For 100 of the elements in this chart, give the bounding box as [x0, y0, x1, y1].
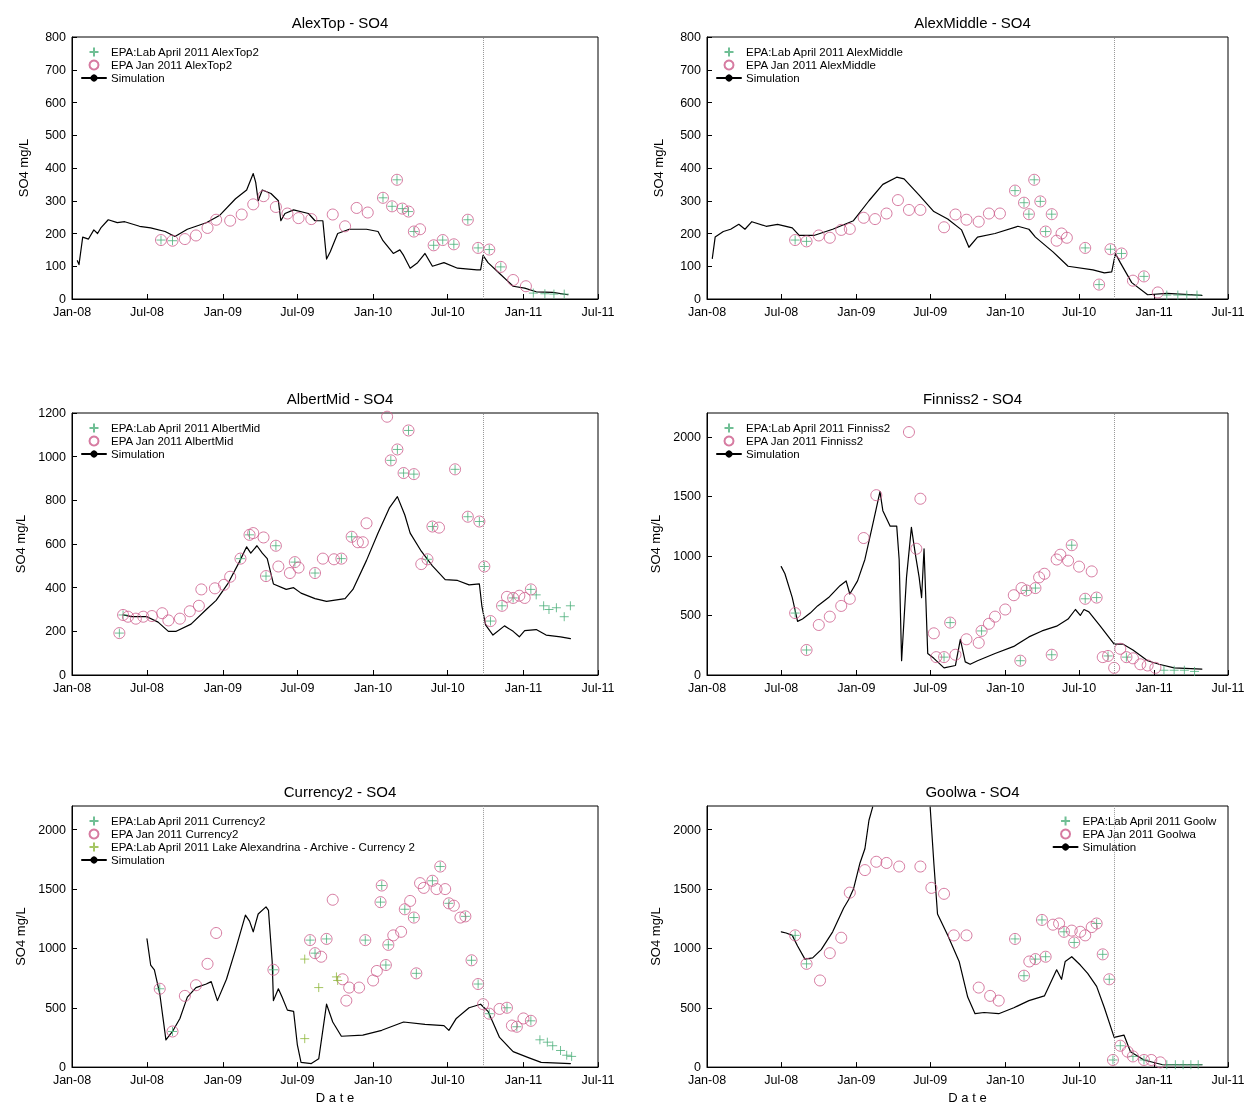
y-tick-label: 800 [680, 30, 702, 44]
point [960, 633, 973, 646]
point [315, 950, 328, 963]
point [1053, 917, 1066, 930]
legend-label: EPA:Lab April 2011 AlbertMid [111, 422, 261, 434]
x-tick-label: Jul-09 [913, 304, 948, 319]
y-tick-label: 600 [45, 537, 67, 551]
y-tick-label: 100 [45, 259, 67, 274]
x-tick-label: Jan-08 [52, 680, 92, 695]
y-tick-label: 1000 [673, 548, 702, 563]
x-tick-label: Jul-09 [913, 680, 948, 695]
point [1191, 290, 1202, 301]
x-tick-label: Jan-08 [52, 304, 92, 319]
y-tick-label: 1000 [38, 941, 67, 956]
point [1114, 642, 1127, 655]
y-tick-label: 1200 [38, 406, 67, 420]
point [938, 221, 951, 234]
legend-label: Simulation [111, 72, 165, 84]
point [340, 994, 353, 1007]
point [367, 974, 380, 987]
x-tick-label: Jan-10 [986, 680, 1025, 695]
y-tick-label: 0 [694, 1060, 702, 1075]
y-tick-label: 500 [45, 128, 67, 143]
point [1054, 548, 1067, 561]
point [404, 894, 417, 907]
x-tick-label: Jul-11 [1211, 304, 1245, 319]
y-tick-label: 700 [680, 62, 702, 77]
y-tick-label: 0 [694, 292, 702, 306]
point [1065, 924, 1078, 937]
point [1050, 553, 1063, 566]
point [1046, 918, 1059, 931]
x-tick-label: Jan-11 [1135, 304, 1173, 319]
chart-title: Currency2 - SO4 [283, 783, 397, 800]
legend-label: EPA Jan 2011 Goolwa [1082, 828, 1197, 840]
point [539, 288, 550, 299]
y-axis-title: SO4 mg/L [648, 514, 664, 574]
point [493, 1002, 506, 1015]
x-tick-label: Jan-10 [353, 1072, 393, 1087]
legend-label: Simulation [746, 448, 800, 460]
x-tick-label: Jan-09 [203, 1072, 242, 1087]
point [517, 1012, 530, 1025]
line-series [780, 491, 1203, 670]
x-tick-label: Jul-10 [1062, 304, 1097, 319]
point [477, 998, 490, 1011]
x-tick-label: Jul-10 [1062, 680, 1097, 695]
point [122, 610, 135, 623]
point [1161, 290, 1172, 301]
point [1074, 925, 1087, 938]
point [326, 893, 339, 906]
point [351, 536, 364, 549]
y-tick-label: 100 [680, 259, 702, 274]
point [395, 925, 408, 938]
x-tick-label: Jan-11 [1135, 1072, 1173, 1087]
point [1185, 1059, 1196, 1070]
point [858, 864, 871, 877]
point [269, 200, 282, 213]
y-tick-label: 600 [45, 95, 67, 110]
point [336, 973, 349, 986]
point [519, 280, 532, 293]
y-tick-label: 400 [45, 161, 67, 175]
x-axis-title: D a t e [948, 1090, 987, 1105]
point [292, 561, 305, 574]
x-tick-label: Jan-11 [504, 304, 543, 319]
point [327, 553, 340, 566]
legend-label: EPA Jan 2011 Currency2 [111, 828, 239, 840]
point [224, 214, 237, 227]
point [417, 881, 430, 894]
point [559, 289, 570, 300]
point [1062, 554, 1075, 567]
point [235, 208, 248, 221]
point [1007, 589, 1020, 602]
point [1050, 234, 1063, 247]
point [927, 627, 940, 640]
point [500, 590, 513, 603]
point [1134, 658, 1147, 671]
point [316, 552, 329, 565]
legend-label: Simulation [111, 854, 165, 866]
x-tick-label: Jul-10 [430, 304, 465, 319]
point [984, 989, 997, 1002]
point [381, 410, 394, 423]
point [960, 213, 973, 226]
x-tick-label: Jan-08 [687, 680, 727, 695]
point [548, 289, 559, 300]
point [914, 492, 927, 505]
point [257, 531, 270, 544]
point [210, 926, 223, 939]
legend-label: EPA:Lab April 2011 Finniss2 [746, 422, 891, 434]
x-tick-label: Jul-11 [581, 304, 615, 319]
legend-label: Simulation [746, 72, 800, 84]
point [1121, 1045, 1134, 1058]
point [880, 207, 893, 220]
x-tick-label: Jul-09 [913, 1072, 948, 1087]
point [1023, 955, 1036, 968]
point [247, 198, 260, 211]
y-tick-label: 300 [680, 193, 702, 208]
point [208, 582, 221, 595]
point [332, 975, 343, 986]
y-tick-label: 500 [680, 1000, 702, 1015]
point [331, 971, 342, 982]
point [989, 610, 1002, 623]
